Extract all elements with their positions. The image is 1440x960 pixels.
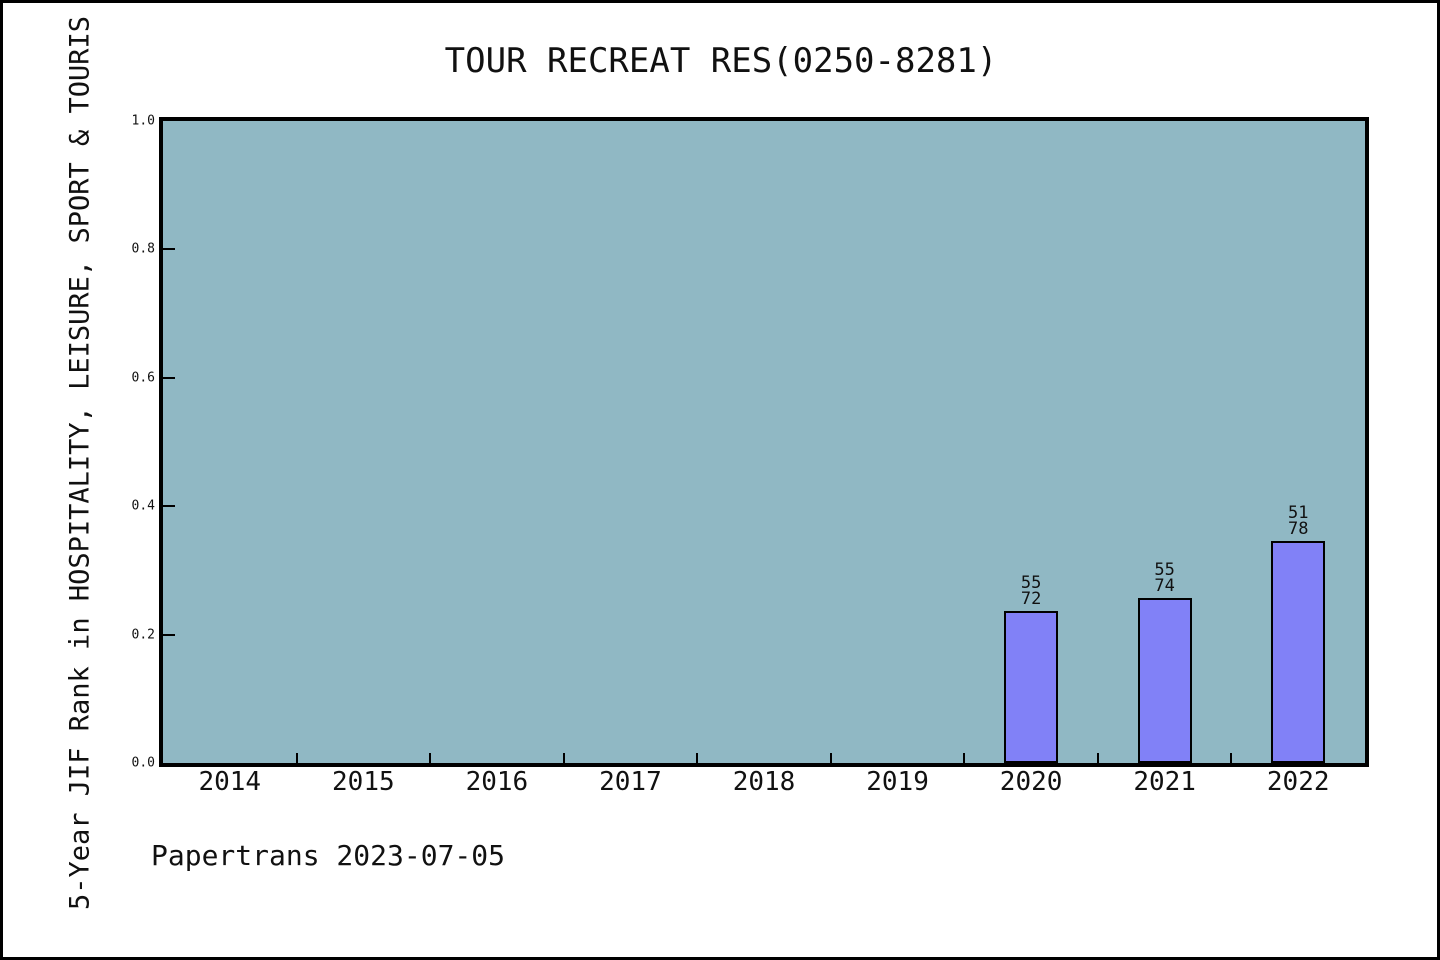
- x-tick-label: 2020: [999, 767, 1063, 797]
- y-tick-mark: [163, 376, 175, 379]
- bar-2021: [1137, 598, 1192, 763]
- x-tick-mark: [295, 753, 298, 763]
- x-tick-label: 2021: [1133, 767, 1196, 797]
- y-tick-mark: [163, 633, 175, 636]
- bar-label-line: 55: [1020, 573, 1042, 594]
- y-tick-label: 0.4: [131, 498, 155, 514]
- x-tick-mark: [696, 753, 699, 763]
- x-tick-label: 2016: [465, 767, 529, 797]
- x-tick-mark: [1230, 753, 1233, 763]
- x-tick-label: 2019: [866, 767, 929, 797]
- y-tick-mark: [163, 248, 175, 251]
- bar-label-line: 51: [1287, 502, 1309, 523]
- bar-2022: [1271, 540, 1326, 763]
- y-tick-label: 0.2: [131, 627, 155, 643]
- x-tick-mark: [829, 753, 832, 763]
- plot-area: [159, 117, 1369, 767]
- x-tick-label: 2014: [198, 767, 262, 797]
- bar-2020: [1004, 611, 1059, 763]
- x-tick-mark: [1096, 753, 1099, 763]
- bar-label-line: 78: [1287, 518, 1309, 539]
- y-tick-label: 0.6: [131, 370, 155, 386]
- x-tick-mark: [963, 753, 966, 763]
- y-axis-label: 5-Year JIF Rank in HOSPITALITY, LEISURE,…: [64, 15, 96, 911]
- bar-value-label-2021: 55 74: [1154, 560, 1175, 597]
- x-tick-label: 2015: [332, 767, 395, 797]
- y-tick-label: 0.8: [131, 241, 155, 257]
- x-tick-mark: [562, 753, 565, 763]
- x-tick-label: 2022: [1266, 767, 1330, 797]
- y-tick-mark: [163, 505, 175, 508]
- bar-value-label-2020: 55 72: [1020, 573, 1042, 610]
- y-tick-label: 1.0: [131, 113, 155, 129]
- x-tick-mark: [429, 753, 432, 763]
- bar-value-label-2022: 51 78: [1287, 502, 1309, 539]
- bar-label-line: 74: [1154, 576, 1175, 597]
- bar-label-line: 55: [1154, 560, 1175, 581]
- y-tick-label: 0.0: [131, 755, 155, 771]
- footer-caption: Papertrans 2023-07-05: [151, 839, 506, 872]
- bar-label-line: 72: [1020, 589, 1042, 610]
- chart-title: TOUR RECREAT RES(0250-8281): [444, 41, 998, 81]
- x-tick-label: 2017: [599, 767, 662, 797]
- x-tick-label: 2018: [732, 767, 796, 797]
